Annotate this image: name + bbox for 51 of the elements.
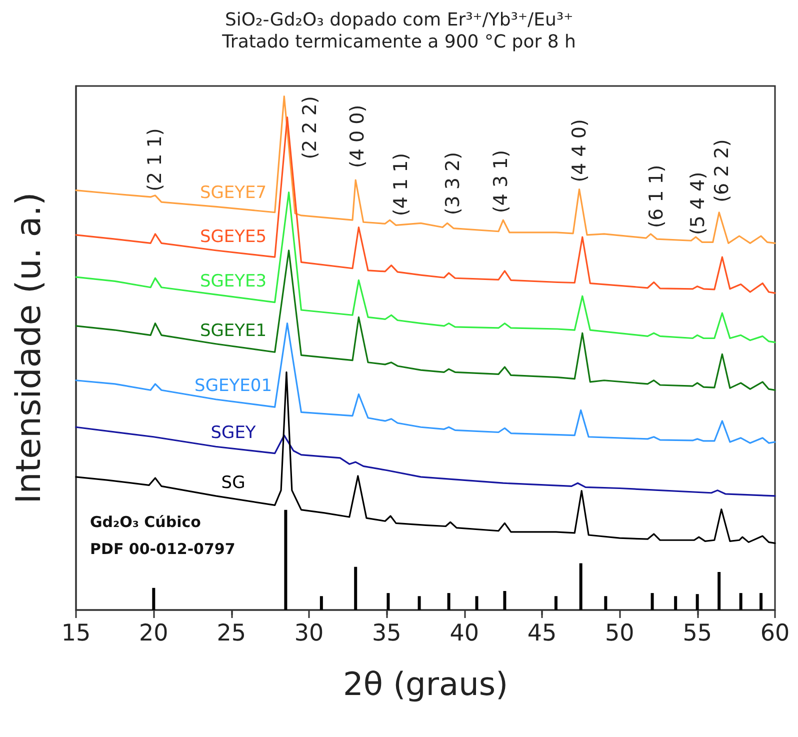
bar [674,596,678,610]
bar [760,593,763,610]
bar [554,596,558,610]
series-label: SGEYE01 [194,376,272,396]
bar [447,593,450,610]
annotation: (3 3 2) [442,152,464,216]
annotation: PDF 00-012-0797 [90,540,236,558]
bar [739,593,742,610]
x-axis-title: 2θ (graus) [342,665,508,703]
bar [650,593,654,610]
x-tick-label: 60 [760,620,790,646]
bar [696,594,699,610]
series-label: SGEYE3 [200,271,267,292]
bar [718,572,721,610]
annotation: (6 2 2) [711,139,734,202]
bar [354,566,358,610]
annotation: (4 1 1) [390,152,412,216]
x-tick-label: 45 [527,620,557,646]
x-tick-label: 35 [372,620,402,646]
series-label: SGEY [210,423,256,444]
annotation: (2 2 2) [299,96,322,160]
bar [418,596,421,610]
annotation: (6 1 1) [646,164,668,228]
series-label: SGEYE5 [200,226,267,247]
bar [152,588,156,610]
x-tick-label: 50 [605,620,634,646]
y-axis-title: Intensidade (u. a.) [9,192,49,504]
x-tick-label: 55 [682,620,712,646]
series-label: SGEYE7 [200,182,267,203]
bar [386,593,390,610]
annotation: (4 0 0) [346,104,369,168]
bar [604,596,608,610]
bar [503,590,506,610]
chart-title: SiO₂-Gd₂O₃ dopado com Er³⁺/Yb³⁺/Eu³⁺ [224,10,574,30]
series-label: SGEYE1 [200,320,267,341]
bar [475,596,478,610]
annotation: (4 3 1) [490,150,512,214]
annotation: (4 4 0) [568,119,590,182]
bar [284,510,288,610]
x-tick-label: 40 [450,620,479,646]
x-tick-label: 25 [216,620,246,646]
annotation: (2 1 1) [144,128,166,192]
bar [320,596,323,610]
series-label: SG [221,473,246,494]
annotation: Gd₂O₃ Cúbico [90,513,201,531]
annotation: (5 4 4) [686,172,709,236]
x-tick-label: 30 [294,620,324,646]
bar [579,563,582,610]
x-tick-label: 20 [139,620,168,646]
chart-subtitle: Tratado termicamente a 900 °C por 8 h [221,32,576,52]
x-tick-label: 15 [61,620,91,646]
